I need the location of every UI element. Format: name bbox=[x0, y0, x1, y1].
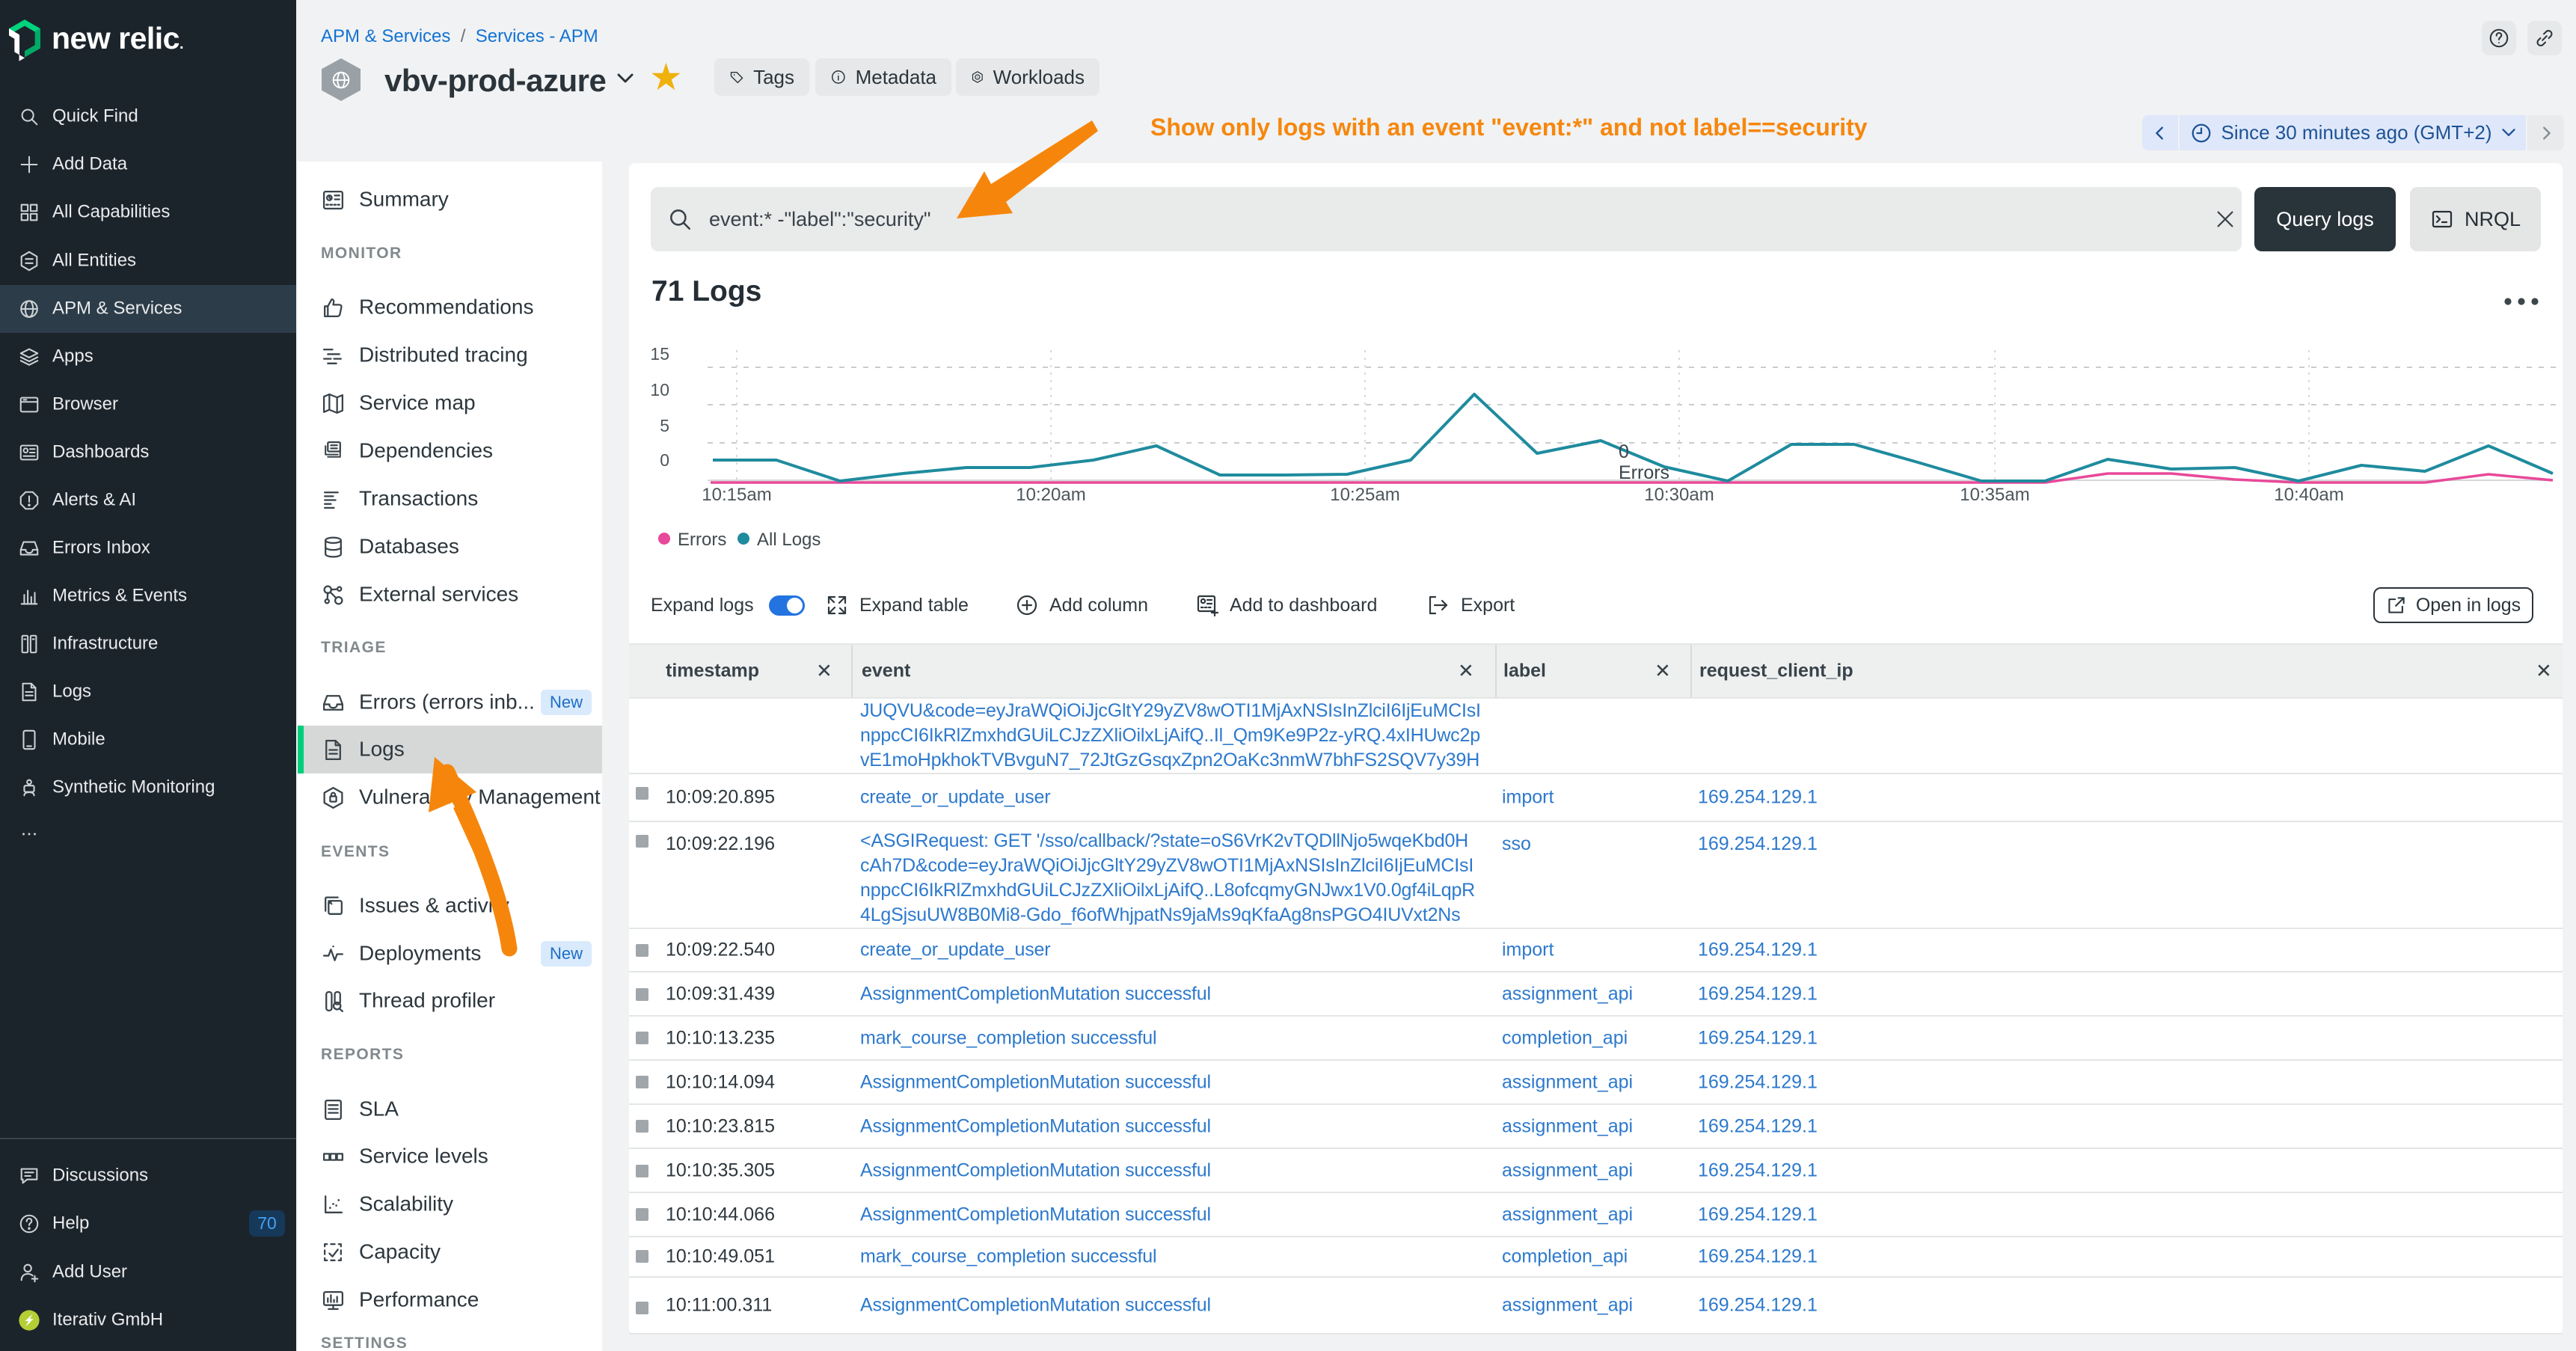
svg-text:All Logs: All Logs bbox=[757, 530, 821, 550]
svg-text:10:15am: 10:15am bbox=[702, 485, 771, 505]
svg-text:Errors: Errors bbox=[678, 530, 726, 550]
svg-text:10:30am: 10:30am bbox=[1644, 485, 1714, 505]
svg-text:0: 0 bbox=[660, 450, 669, 470]
svg-text:5: 5 bbox=[660, 416, 669, 435]
svg-text:Errors: Errors bbox=[1619, 462, 1669, 483]
svg-text:10:40am: 10:40am bbox=[2274, 485, 2343, 505]
svg-text:15: 15 bbox=[650, 344, 669, 364]
svg-text:10:25am: 10:25am bbox=[1330, 485, 1399, 505]
svg-text:10:20am: 10:20am bbox=[1016, 485, 1085, 505]
svg-text:0: 0 bbox=[1619, 441, 1629, 462]
svg-text:10: 10 bbox=[650, 380, 669, 399]
svg-text:10:35am: 10:35am bbox=[1960, 485, 2029, 505]
